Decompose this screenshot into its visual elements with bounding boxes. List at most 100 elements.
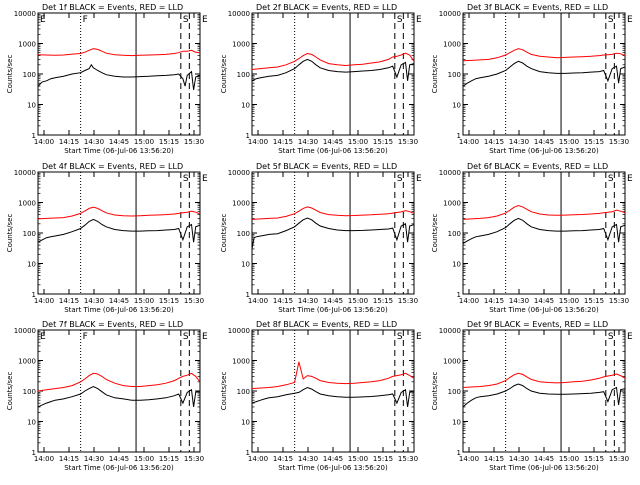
series-events bbox=[251, 58, 415, 82]
series-events bbox=[462, 60, 626, 87]
y-tick-label: 1 bbox=[246, 132, 250, 140]
x-tick-label: 14:30 bbox=[298, 297, 318, 305]
series-lld bbox=[37, 372, 201, 392]
x-axis-label: Start Time (06-Jul-06 13:56:20) bbox=[489, 306, 599, 314]
y-tick-label: 100 bbox=[448, 230, 461, 238]
x-tick-label: 14:00 bbox=[34, 455, 54, 463]
x-tick-label: 15:00 bbox=[559, 455, 579, 463]
y-tick-label: 10000 bbox=[228, 10, 250, 18]
y-tick-label: 100 bbox=[237, 230, 250, 238]
marker-label: E bbox=[627, 332, 633, 342]
x-tick-label: 14:00 bbox=[459, 455, 479, 463]
y-tick-label: 10 bbox=[241, 261, 250, 269]
chart-panel-7: Det 7f BLACK = Events, RED = LLD 1 10 100 10… bbox=[6, 320, 208, 472]
chart-title: Det 4f BLACK = Events, RED = LLD bbox=[42, 162, 183, 171]
chart-panel-5: Det 5f BLACK = Events, RED = LLD 1 10 100 10… bbox=[220, 162, 422, 314]
y-tick-label: 10 bbox=[241, 419, 250, 427]
chart-panel-9: Det 9f BLACK = Events, RED = LLD 1 10 100 10… bbox=[431, 320, 633, 472]
marker-label: E bbox=[627, 174, 633, 184]
x-tick-label: 14:30 bbox=[298, 455, 318, 463]
y-axis-label: Counts/sec bbox=[431, 55, 439, 94]
series-lld bbox=[251, 206, 415, 220]
x-tick-label: 15:00 bbox=[134, 297, 154, 305]
x-axis-label: Start Time (06-Jul-06 13:56:20) bbox=[64, 464, 174, 472]
x-tick-label: 14:45 bbox=[323, 138, 343, 146]
chart-panel-4: Det 4f BLACK = Events, RED = LLD 1 10 100 10… bbox=[6, 162, 208, 314]
series-events bbox=[37, 218, 201, 243]
y-tick-label: 10000 bbox=[14, 10, 36, 18]
x-axis-label: Start Time (06-Jul-06 13:56:20) bbox=[64, 147, 174, 155]
plot-frame bbox=[37, 171, 201, 295]
x-tick-label: 14:00 bbox=[34, 138, 54, 146]
plot-frame bbox=[462, 171, 626, 295]
y-tick-label: 1 bbox=[32, 449, 36, 457]
series-lld bbox=[462, 372, 626, 388]
chart-title: Det 5f BLACK = Events, RED = LLD bbox=[256, 162, 397, 171]
y-tick-label: 10 bbox=[452, 419, 461, 427]
chart-panel-2: Det 2f BLACK = Events, RED = LLD 1 10 100 10… bbox=[220, 3, 422, 155]
y-tick-label: 100 bbox=[237, 71, 250, 79]
x-tick-label: 15:15 bbox=[373, 297, 393, 305]
marker-label: E bbox=[202, 15, 208, 25]
plot-frame bbox=[251, 12, 415, 136]
y-tick-label: 10 bbox=[27, 102, 36, 110]
x-tick-label: 14:15 bbox=[59, 138, 79, 146]
y-tick-label: 10000 bbox=[14, 327, 36, 335]
x-tick-label: 14:00 bbox=[459, 138, 479, 146]
x-tick-label: 15:15 bbox=[584, 297, 604, 305]
x-tick-label: 15:15 bbox=[159, 455, 179, 463]
x-tick-label: 15:30 bbox=[398, 297, 418, 305]
marker-label: S bbox=[183, 332, 189, 342]
x-tick-label: 15:15 bbox=[159, 138, 179, 146]
series-events bbox=[462, 383, 626, 408]
marker-label: S bbox=[397, 174, 403, 184]
x-tick-label: 14:00 bbox=[248, 455, 268, 463]
x-tick-label: 14:15 bbox=[484, 455, 504, 463]
y-tick-label: 100 bbox=[448, 388, 461, 396]
y-tick-label: 10000 bbox=[14, 169, 36, 177]
series-lld bbox=[251, 361, 415, 390]
marker-label: E bbox=[40, 332, 46, 342]
x-tick-label: 14:00 bbox=[248, 138, 268, 146]
marker-label: S bbox=[183, 174, 189, 184]
series-lld bbox=[462, 48, 626, 62]
x-tick-label: 15:00 bbox=[348, 297, 368, 305]
y-tick-label: 10 bbox=[27, 419, 36, 427]
y-tick-label: 100 bbox=[237, 388, 250, 396]
x-tick-label: 14:00 bbox=[248, 297, 268, 305]
x-tick-label: 15:30 bbox=[184, 138, 204, 146]
x-tick-label: 15:00 bbox=[134, 455, 154, 463]
x-tick-label: 15:00 bbox=[559, 138, 579, 146]
y-tick-label: 1 bbox=[457, 449, 461, 457]
x-tick-label: 15:15 bbox=[373, 455, 393, 463]
x-tick-label: 14:30 bbox=[509, 455, 529, 463]
y-tick-label: 10 bbox=[452, 102, 461, 110]
y-tick-label: 10000 bbox=[439, 10, 461, 18]
x-tick-label: 14:45 bbox=[323, 455, 343, 463]
y-tick-label: 1 bbox=[32, 291, 36, 299]
x-tick-label: 14:15 bbox=[273, 297, 293, 305]
marker-label: S bbox=[608, 15, 614, 25]
series-lld bbox=[462, 204, 626, 220]
y-tick-label: 100 bbox=[448, 71, 461, 79]
x-axis-label: Start Time (06-Jul-06 13:56:20) bbox=[278, 464, 388, 472]
chart-title: Det 6f BLACK = Events, RED = LLD bbox=[467, 162, 608, 171]
series-events bbox=[462, 217, 626, 245]
x-tick-label: 15:00 bbox=[134, 138, 154, 146]
y-tick-label: 10 bbox=[452, 261, 461, 269]
y-axis-label: Counts/sec bbox=[431, 214, 439, 253]
marker-label: E bbox=[40, 15, 46, 25]
chart-panel-1: Det 1f BLACK = Events, RED = LLD 1 10 100 10… bbox=[6, 3, 208, 155]
y-tick-label: 10 bbox=[27, 261, 36, 269]
chart-title: Det 9f BLACK = Events, RED = LLD bbox=[467, 320, 608, 329]
y-tick-label: 1000 bbox=[232, 200, 250, 208]
y-tick-label: 1000 bbox=[443, 41, 461, 49]
y-tick-label: 100 bbox=[23, 71, 36, 79]
plot-frame bbox=[251, 171, 415, 295]
x-tick-label: 14:15 bbox=[273, 138, 293, 146]
x-tick-label: 14:45 bbox=[534, 138, 554, 146]
plot-frame bbox=[37, 329, 201, 453]
x-tick-label: 14:45 bbox=[109, 138, 129, 146]
series-events bbox=[251, 217, 415, 249]
